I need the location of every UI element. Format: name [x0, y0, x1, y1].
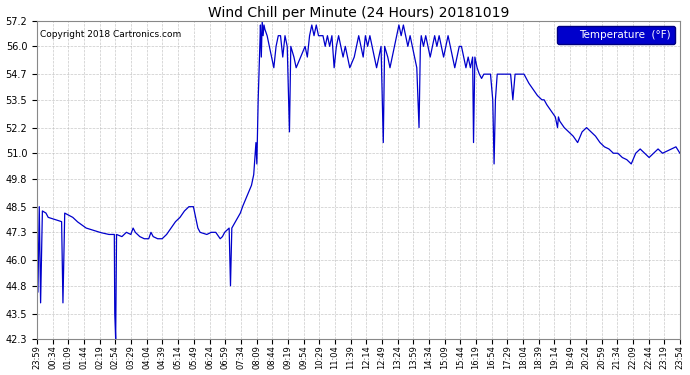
Legend: Temperature  (°F): Temperature (°F): [557, 26, 675, 44]
Title: Wind Chill per Minute (24 Hours) 20181019: Wind Chill per Minute (24 Hours) 2018101…: [208, 6, 509, 20]
Text: Copyright 2018 Cartronics.com: Copyright 2018 Cartronics.com: [40, 30, 181, 39]
